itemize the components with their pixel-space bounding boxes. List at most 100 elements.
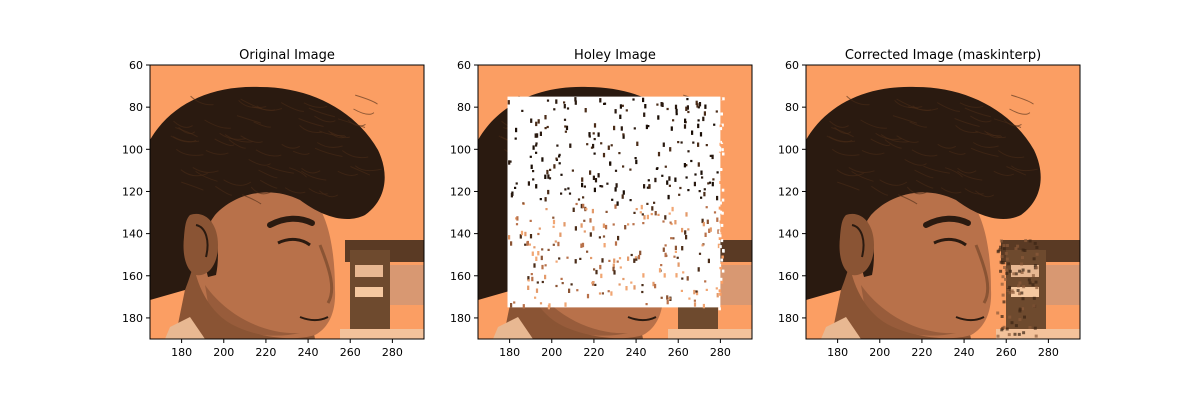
surviving-pixel — [619, 114, 622, 119]
surviving-pixel — [683, 163, 686, 168]
surviving-pixel — [644, 104, 647, 109]
surviving-pixel — [672, 119, 675, 122]
surviving-pixel — [556, 144, 559, 147]
surviving-pixel — [627, 223, 630, 226]
face — [189, 173, 336, 339]
hair-strand — [906, 186, 927, 195]
y-tick-label: 140 — [450, 228, 471, 241]
hair-strand — [253, 121, 272, 128]
hair-strand — [831, 127, 854, 138]
surviving-pixel — [515, 182, 518, 185]
surviving-pixel — [622, 165, 625, 168]
mask-edge-pixel — [720, 97, 724, 101]
interp-artifact — [1007, 262, 1011, 266]
interp-artifact — [1035, 252, 1039, 256]
hair-strand — [251, 106, 276, 111]
mask-edge-pixel — [721, 198, 725, 202]
surviving-pixel — [622, 133, 625, 136]
mouth — [955, 316, 985, 321]
hair-strand — [240, 135, 263, 143]
hair-strand — [954, 118, 980, 127]
hair-strand — [1011, 94, 1034, 105]
surviving-pixel — [685, 212, 688, 217]
surviving-pixel — [702, 116, 705, 122]
surviving-pixel — [592, 281, 595, 284]
surviving-pixel — [535, 184, 538, 189]
interp-artifact — [1000, 282, 1004, 286]
surviving-pixel — [593, 268, 596, 271]
interp-artifact — [1006, 289, 1010, 292]
surviving-pixel — [580, 203, 583, 209]
surviving-pixel — [564, 130, 567, 133]
surviving-pixel — [717, 229, 720, 234]
eyebrow — [923, 215, 971, 228]
surviving-pixel — [601, 185, 604, 188]
surviving-pixel — [694, 173, 697, 176]
interp-artifact — [1022, 285, 1026, 289]
surviving-pixel — [508, 160, 511, 165]
x-tick-label: 200 — [541, 346, 562, 359]
interp-artifact — [1034, 334, 1038, 338]
surviving-pixel — [664, 215, 667, 220]
axes-frame — [805, 64, 1081, 340]
surviving-pixel — [669, 147, 672, 152]
surviving-pixel — [684, 118, 687, 123]
surviving-pixel — [594, 178, 598, 183]
hair — [806, 86, 1041, 300]
y-tick-label: 80 — [785, 101, 799, 114]
surviving-pixel — [586, 293, 590, 299]
hair-strand — [314, 115, 336, 123]
surviving-pixel — [594, 283, 597, 286]
surviving-pixel — [700, 170, 703, 175]
surviving-pixel — [603, 102, 607, 105]
surviving-pixel — [692, 141, 695, 144]
surviving-pixel — [613, 270, 616, 275]
surviving-pixel — [668, 297, 671, 300]
interp-artifact — [1021, 256, 1024, 260]
surviving-pixel — [651, 206, 654, 211]
surviving-pixel — [582, 196, 585, 199]
x-tick-label: 280 — [710, 346, 731, 359]
surviving-pixel — [574, 97, 577, 102]
x-tick-label: 180 — [827, 346, 848, 359]
surviving-pixel — [580, 243, 583, 248]
surviving-pixel — [531, 251, 534, 256]
hair-strand — [228, 139, 246, 149]
surviving-pixel — [615, 183, 618, 188]
hair-strand — [851, 170, 874, 182]
surviving-pixel — [664, 252, 667, 258]
surviving-pixel — [592, 226, 595, 231]
surviving-pixel — [533, 263, 536, 268]
x-tick-label: 280 — [1038, 346, 1059, 359]
interp-artifact — [1002, 300, 1006, 304]
surviving-pixel — [537, 251, 540, 256]
surviving-pixel — [687, 189, 690, 192]
mask-edge-pixel — [719, 142, 722, 146]
y-tick-label: 80 — [129, 101, 143, 114]
surviving-pixel — [697, 162, 700, 167]
surviving-pixel — [666, 180, 669, 185]
surviving-pixel — [539, 302, 543, 305]
surviving-pixel — [589, 170, 592, 175]
surviving-pixel — [582, 203, 585, 209]
interp-artifact — [1035, 246, 1039, 249]
surviving-pixel — [674, 250, 677, 253]
interp-artifact — [996, 249, 1000, 253]
interp-artifact — [1018, 309, 1022, 313]
hair-strand — [190, 95, 214, 106]
hair-strand — [175, 127, 198, 138]
surviving-pixel — [537, 119, 540, 124]
hair-strand — [284, 187, 306, 194]
hair-strand — [214, 138, 235, 147]
hair-strand — [997, 150, 1025, 159]
surviving-pixel — [560, 277, 563, 280]
surviving-pixel — [618, 283, 621, 286]
surviving-pixel — [535, 121, 538, 127]
surviving-pixel — [602, 235, 606, 238]
surviving-pixel — [555, 260, 558, 263]
surviving-pixel — [678, 193, 681, 196]
y-tick-label: 60 — [457, 59, 471, 72]
surviving-pixel — [635, 208, 638, 211]
surviving-pixel — [539, 131, 542, 136]
